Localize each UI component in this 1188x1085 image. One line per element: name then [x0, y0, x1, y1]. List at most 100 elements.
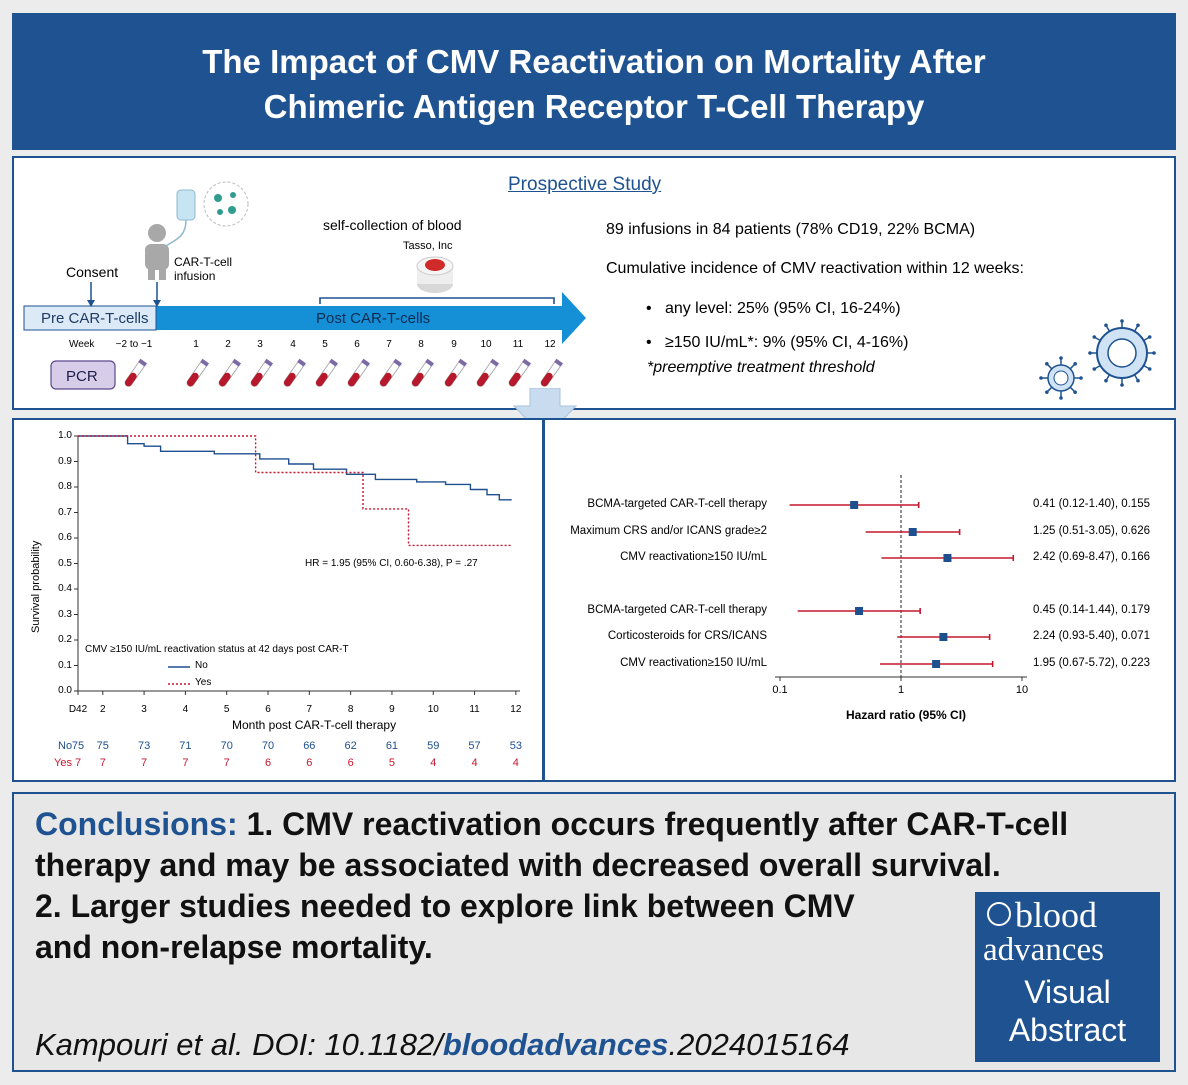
forest-ci-cap	[958, 529, 961, 535]
forest-row-value: 2.24 (0.93-5.40), 0.071	[1033, 630, 1150, 642]
blood-tube-icon	[476, 358, 500, 387]
km-y-tick-label: 0.0	[58, 685, 72, 696]
virus-spike-tip	[1104, 378, 1108, 383]
citation-prefix: Kampouri et al. DOI: 10.1182/	[35, 1027, 443, 1062]
at-risk-no-value: 61	[385, 740, 399, 752]
at-risk-no-value: 57	[468, 740, 481, 752]
at-risk-no-value: 70	[220, 740, 233, 752]
forest-panel: Hazard ratio (95% CI) 0.1 1 10 BCMA-targete…	[543, 418, 1176, 782]
week-number: 5	[322, 339, 328, 350]
at-risk-yes-label: Yes	[54, 757, 72, 769]
forest-ci-cap	[1012, 555, 1015, 561]
logo-word-1: blood	[1015, 895, 1098, 935]
stats-bullet-1-text: any level: 25% (95% CI, 16-24%)	[664, 300, 901, 317]
stats-note: *preemptive treatment threshold	[647, 359, 875, 376]
week-number: 3	[257, 339, 263, 350]
virus-spikes	[1039, 319, 1156, 400]
virus-spike-tip	[1059, 356, 1063, 360]
virus-spike	[1133, 374, 1139, 381]
at-risk-no-value: 62	[344, 740, 357, 752]
at-risk-no-value: 53	[509, 740, 522, 752]
tasso-device-icon	[416, 256, 454, 293]
week-number: 9	[451, 339, 457, 350]
km-x-tick-label: 6	[265, 704, 271, 715]
forest-ci-cap	[917, 502, 920, 508]
km-x-tick-label: 9	[389, 704, 395, 715]
blood-tube-icon	[315, 358, 339, 387]
virus-spike-tip	[1136, 378, 1140, 383]
title-banner: The Impact of CMV Reactivation on Mortal…	[12, 13, 1176, 150]
km-x-tick-label: 11	[469, 704, 480, 715]
patient-icon	[145, 224, 169, 280]
km-y-tick-label: 0.3	[58, 608, 72, 620]
at-risk-no-value: 66	[303, 740, 316, 752]
blood-tube-icon	[411, 358, 435, 387]
study-graphics	[23, 181, 1156, 400]
conclusions-panel: Conclusions: 1. CMV reactivation occurs …	[12, 792, 1176, 1072]
forest-point	[908, 528, 917, 536]
forest-point	[855, 607, 864, 615]
virus-spike	[1143, 364, 1150, 370]
blood-tube-icon	[218, 358, 242, 387]
at-risk-no-value: 59	[427, 740, 440, 752]
km-y-tick-label: 0.5	[58, 557, 72, 569]
week-number: 2	[225, 339, 231, 350]
virus-spike	[1094, 336, 1101, 342]
forest-row-label: BCMA-targeted CAR-T-cell therapy	[587, 604, 767, 616]
infusion-arrowhead	[153, 300, 161, 307]
forest-x-tick-label: 1	[897, 684, 905, 696]
infusion-label: CAR-T-cell infusion	[174, 255, 232, 283]
forest-row-label: CMV reactivation≥150 IU/mL	[620, 551, 767, 563]
km-y-tick-label: 0.4	[58, 583, 72, 594]
km-x-tick-label: 5	[223, 704, 230, 715]
at-risk-yes-value: 7	[141, 757, 148, 769]
virus-spike	[1094, 364, 1101, 370]
km-series-line	[78, 435, 512, 501]
week-number: −2 to −1	[115, 339, 153, 350]
km-y-tick-label: 0.2	[58, 634, 72, 645]
conclusions-line-2: therapy and may be associated with decre…	[35, 847, 1001, 883]
km-series-line	[78, 435, 512, 547]
blood-tube-icon	[508, 358, 532, 387]
stats-line-2: Cumulative incidence of CMV reactivation…	[606, 260, 1024, 277]
conclusions-line-4: and non-relapse mortality.	[35, 929, 433, 965]
blood-tube-icon	[540, 358, 564, 387]
km-x-tick-label: 12	[510, 704, 522, 715]
blood-tubes	[124, 358, 564, 387]
at-risk-no-value: 75	[71, 740, 85, 752]
at-risk-yes-value: 7	[74, 757, 82, 769]
virus-spike-tip	[1073, 390, 1077, 394]
week-number: 6	[354, 339, 360, 350]
km-legend-no: No	[195, 660, 208, 671]
km-panel: Survival probability Month post CAR-T-ce…	[12, 418, 544, 782]
forest-xlabel: Hazard ratio (95% CI)	[846, 708, 967, 722]
km-chart	[74, 435, 520, 695]
self-collection-label: self-collection of blood	[323, 217, 462, 233]
km-y-tick-label: 0.9	[58, 455, 72, 467]
forest-chart	[775, 475, 1027, 681]
km-x-tick-label: 8	[347, 704, 354, 715]
week-number: 12	[544, 339, 556, 350]
forest-row-value: 0.41 (0.12-1.40), 0.155	[1033, 498, 1150, 510]
stats-bullet-1: • any level: 25% (95% CI, 16-24%)	[646, 300, 901, 317]
title-line-1: The Impact of CMV Reactivation on Mortal…	[202, 43, 986, 80]
virus-spike-tip	[1045, 362, 1049, 366]
forest-ci-cap	[991, 661, 994, 667]
forest-row-value: 1.25 (0.51-3.05), 0.626	[1033, 525, 1150, 537]
forest-row-label: BCMA-targeted CAR-T-cell therapy	[587, 498, 767, 510]
virus-spike-tip	[1120, 319, 1124, 323]
consent-arrowhead	[87, 300, 95, 307]
title-line-2: Chimeric Antigen Receptor T-Cell Therapy	[263, 88, 925, 125]
logo-word-2: advances	[983, 932, 1104, 968]
virus-spike-tip	[1147, 367, 1152, 371]
blood-tube-icon	[283, 358, 307, 387]
stats-bullet-2: • ≥150 IU/mL*: 9% (95% CI, 4-16%)	[646, 334, 909, 351]
at-risk-no-value: 71	[179, 740, 192, 752]
tasso-label: Tasso, Inc	[403, 240, 453, 252]
km-y-tick-label: 0.7	[58, 506, 72, 518]
forest-x-tick-label: 0.1	[772, 684, 788, 696]
virus-spike	[1105, 374, 1111, 381]
pcr-label: PCR	[66, 368, 98, 385]
week-number: 11	[512, 339, 524, 350]
virus-spike	[1047, 386, 1053, 392]
